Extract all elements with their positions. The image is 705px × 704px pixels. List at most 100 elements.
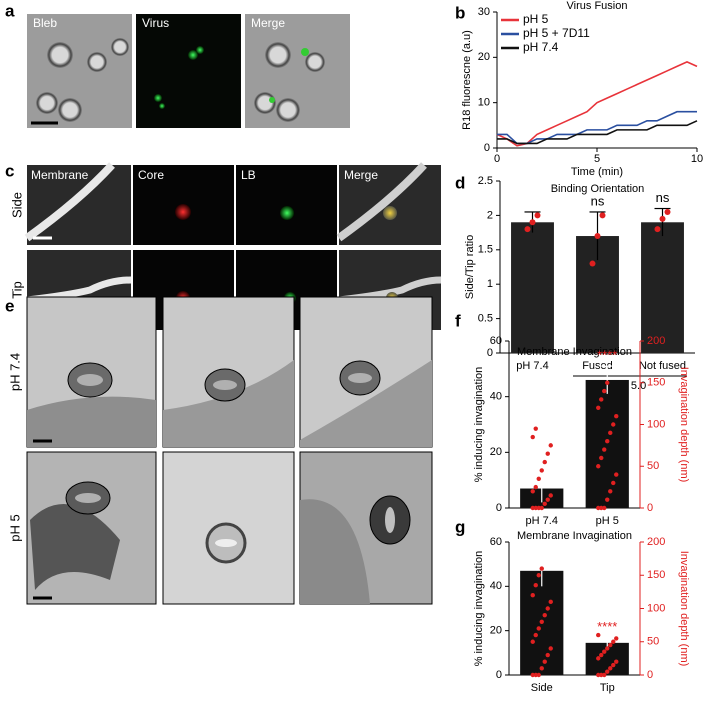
image-label: Bleb: [33, 16, 57, 30]
y-tick-label: 0: [487, 347, 493, 359]
depth-point: [596, 632, 601, 638]
x-tick-label: pH 7.4: [526, 515, 558, 527]
depth-point: [548, 493, 553, 498]
depth-point: [545, 497, 550, 502]
depth-point: [533, 426, 538, 431]
y-tick-label: 20: [478, 51, 490, 63]
y-tick-label: 0: [484, 142, 490, 154]
row-label: pH 5: [7, 514, 22, 541]
depth-point: [611, 639, 616, 644]
data-point: [594, 233, 601, 240]
y2-tick-label: 0: [647, 502, 653, 514]
y-tick-label: 20: [490, 446, 502, 458]
x-tick-label: Side: [531, 682, 553, 694]
depth-point: [536, 626, 541, 631]
depth-point: [545, 451, 550, 456]
image-label: Virus: [142, 16, 169, 30]
panel-label: e: [5, 296, 14, 315]
y2-tick-label: 150: [647, 377, 665, 389]
data-point: [664, 208, 671, 215]
row-label: Side: [9, 192, 24, 218]
depth-point: [536, 476, 541, 481]
image-virus: [136, 14, 241, 128]
y-tick-label: 40: [490, 391, 502, 403]
data-point: [524, 226, 531, 233]
depth-point: [548, 443, 553, 448]
annotation: ns: [591, 193, 605, 208]
line-series: [496, 60, 698, 147]
y2-axis-label: Invagination depth (nm): [678, 551, 690, 667]
x-tick-label: Fused: [582, 360, 613, 372]
x-tick-label: Tip: [600, 682, 615, 694]
x-axis-label: Time (min): [571, 166, 623, 178]
image-label: Merge: [344, 168, 378, 182]
depth-point: [542, 501, 547, 507]
panel-label: f: [455, 311, 461, 330]
depth-point: [548, 599, 553, 605]
y-tick-label: 0.5: [478, 313, 493, 325]
depth-point: [539, 619, 544, 624]
depth-point: [614, 659, 619, 664]
em-images: [26, 296, 433, 605]
depth-point: [539, 666, 544, 671]
data-point: [659, 215, 666, 222]
bar: [641, 222, 684, 353]
depth-point: [608, 430, 613, 436]
y2-axis-label: Invagination depth (nm): [678, 367, 690, 483]
panel-label: a: [5, 1, 15, 20]
depth-point: [602, 505, 607, 511]
y-axis-label: % inducing invagination: [473, 551, 485, 667]
chart-title: Membrane Invagination: [517, 530, 632, 542]
image-label: LB: [241, 168, 256, 182]
image-row-side: [24, 162, 441, 245]
depth-point: [614, 472, 619, 477]
row-label: pH 7.4: [7, 353, 22, 391]
row-label: Tip: [9, 281, 24, 299]
depth-point: [545, 652, 550, 658]
y-tick-label: 60: [490, 335, 502, 347]
y-tick-label: 1: [487, 278, 493, 290]
y-tick-label: 0: [496, 669, 502, 681]
y2-tick-label: 100: [647, 418, 665, 430]
legend-label: pH 5 + 7D11: [523, 26, 590, 40]
chart-title: Virus Fusion: [567, 0, 628, 12]
x-tick-label: 5: [594, 153, 600, 165]
annotation: ns: [656, 190, 670, 205]
depth-point: [530, 434, 535, 440]
depth-point: [614, 636, 619, 641]
depth-point: [533, 484, 538, 490]
y2-tick-label: 0: [647, 669, 653, 681]
depth-point: [599, 652, 604, 658]
depth-point: [542, 659, 547, 664]
depth-point: [536, 672, 541, 678]
depth-point: [608, 489, 613, 494]
y-tick-label: 40: [490, 580, 502, 592]
data-point: [534, 212, 541, 219]
x-tick-label: pH 7.4: [516, 360, 548, 372]
y-tick-label: 1.5: [478, 244, 493, 256]
image-merge: [245, 14, 350, 128]
x-tick-label: Not fused: [639, 360, 686, 372]
legend-label: pH 7.4: [523, 40, 559, 54]
image-bleb: [27, 14, 132, 128]
depth-point: [602, 447, 607, 452]
y-axis-label: Side/Tip ratio: [464, 235, 476, 299]
depth-point: [611, 480, 616, 486]
annotation: ****: [597, 347, 617, 362]
data-point: [654, 226, 661, 233]
depth-point: [596, 656, 601, 661]
y-tick-label: 20: [490, 625, 502, 637]
x-tick-label: 10: [691, 153, 703, 165]
depth-point: [608, 642, 613, 648]
line-series: [497, 110, 697, 145]
depth-point: [530, 593, 535, 598]
depth-point: [539, 505, 544, 511]
chart-title: Binding Orientation: [551, 183, 645, 195]
legend-label: pH 5: [523, 12, 549, 26]
depth-point: [605, 669, 610, 674]
depth-point: [611, 422, 616, 427]
bar: [585, 379, 629, 508]
depth-point: [602, 649, 607, 654]
y-tick-label: 60: [490, 536, 502, 548]
